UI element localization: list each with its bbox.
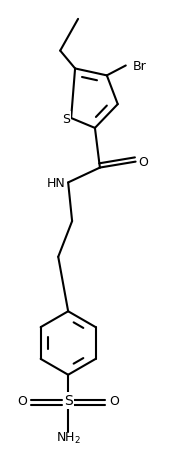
Text: O: O xyxy=(17,394,27,407)
Text: HN: HN xyxy=(47,176,66,189)
Text: Br: Br xyxy=(133,60,146,73)
Text: O: O xyxy=(109,394,119,407)
Text: O: O xyxy=(138,156,148,169)
Text: S: S xyxy=(62,112,70,125)
Text: S: S xyxy=(64,394,72,407)
Text: NH$_2$: NH$_2$ xyxy=(56,430,81,445)
